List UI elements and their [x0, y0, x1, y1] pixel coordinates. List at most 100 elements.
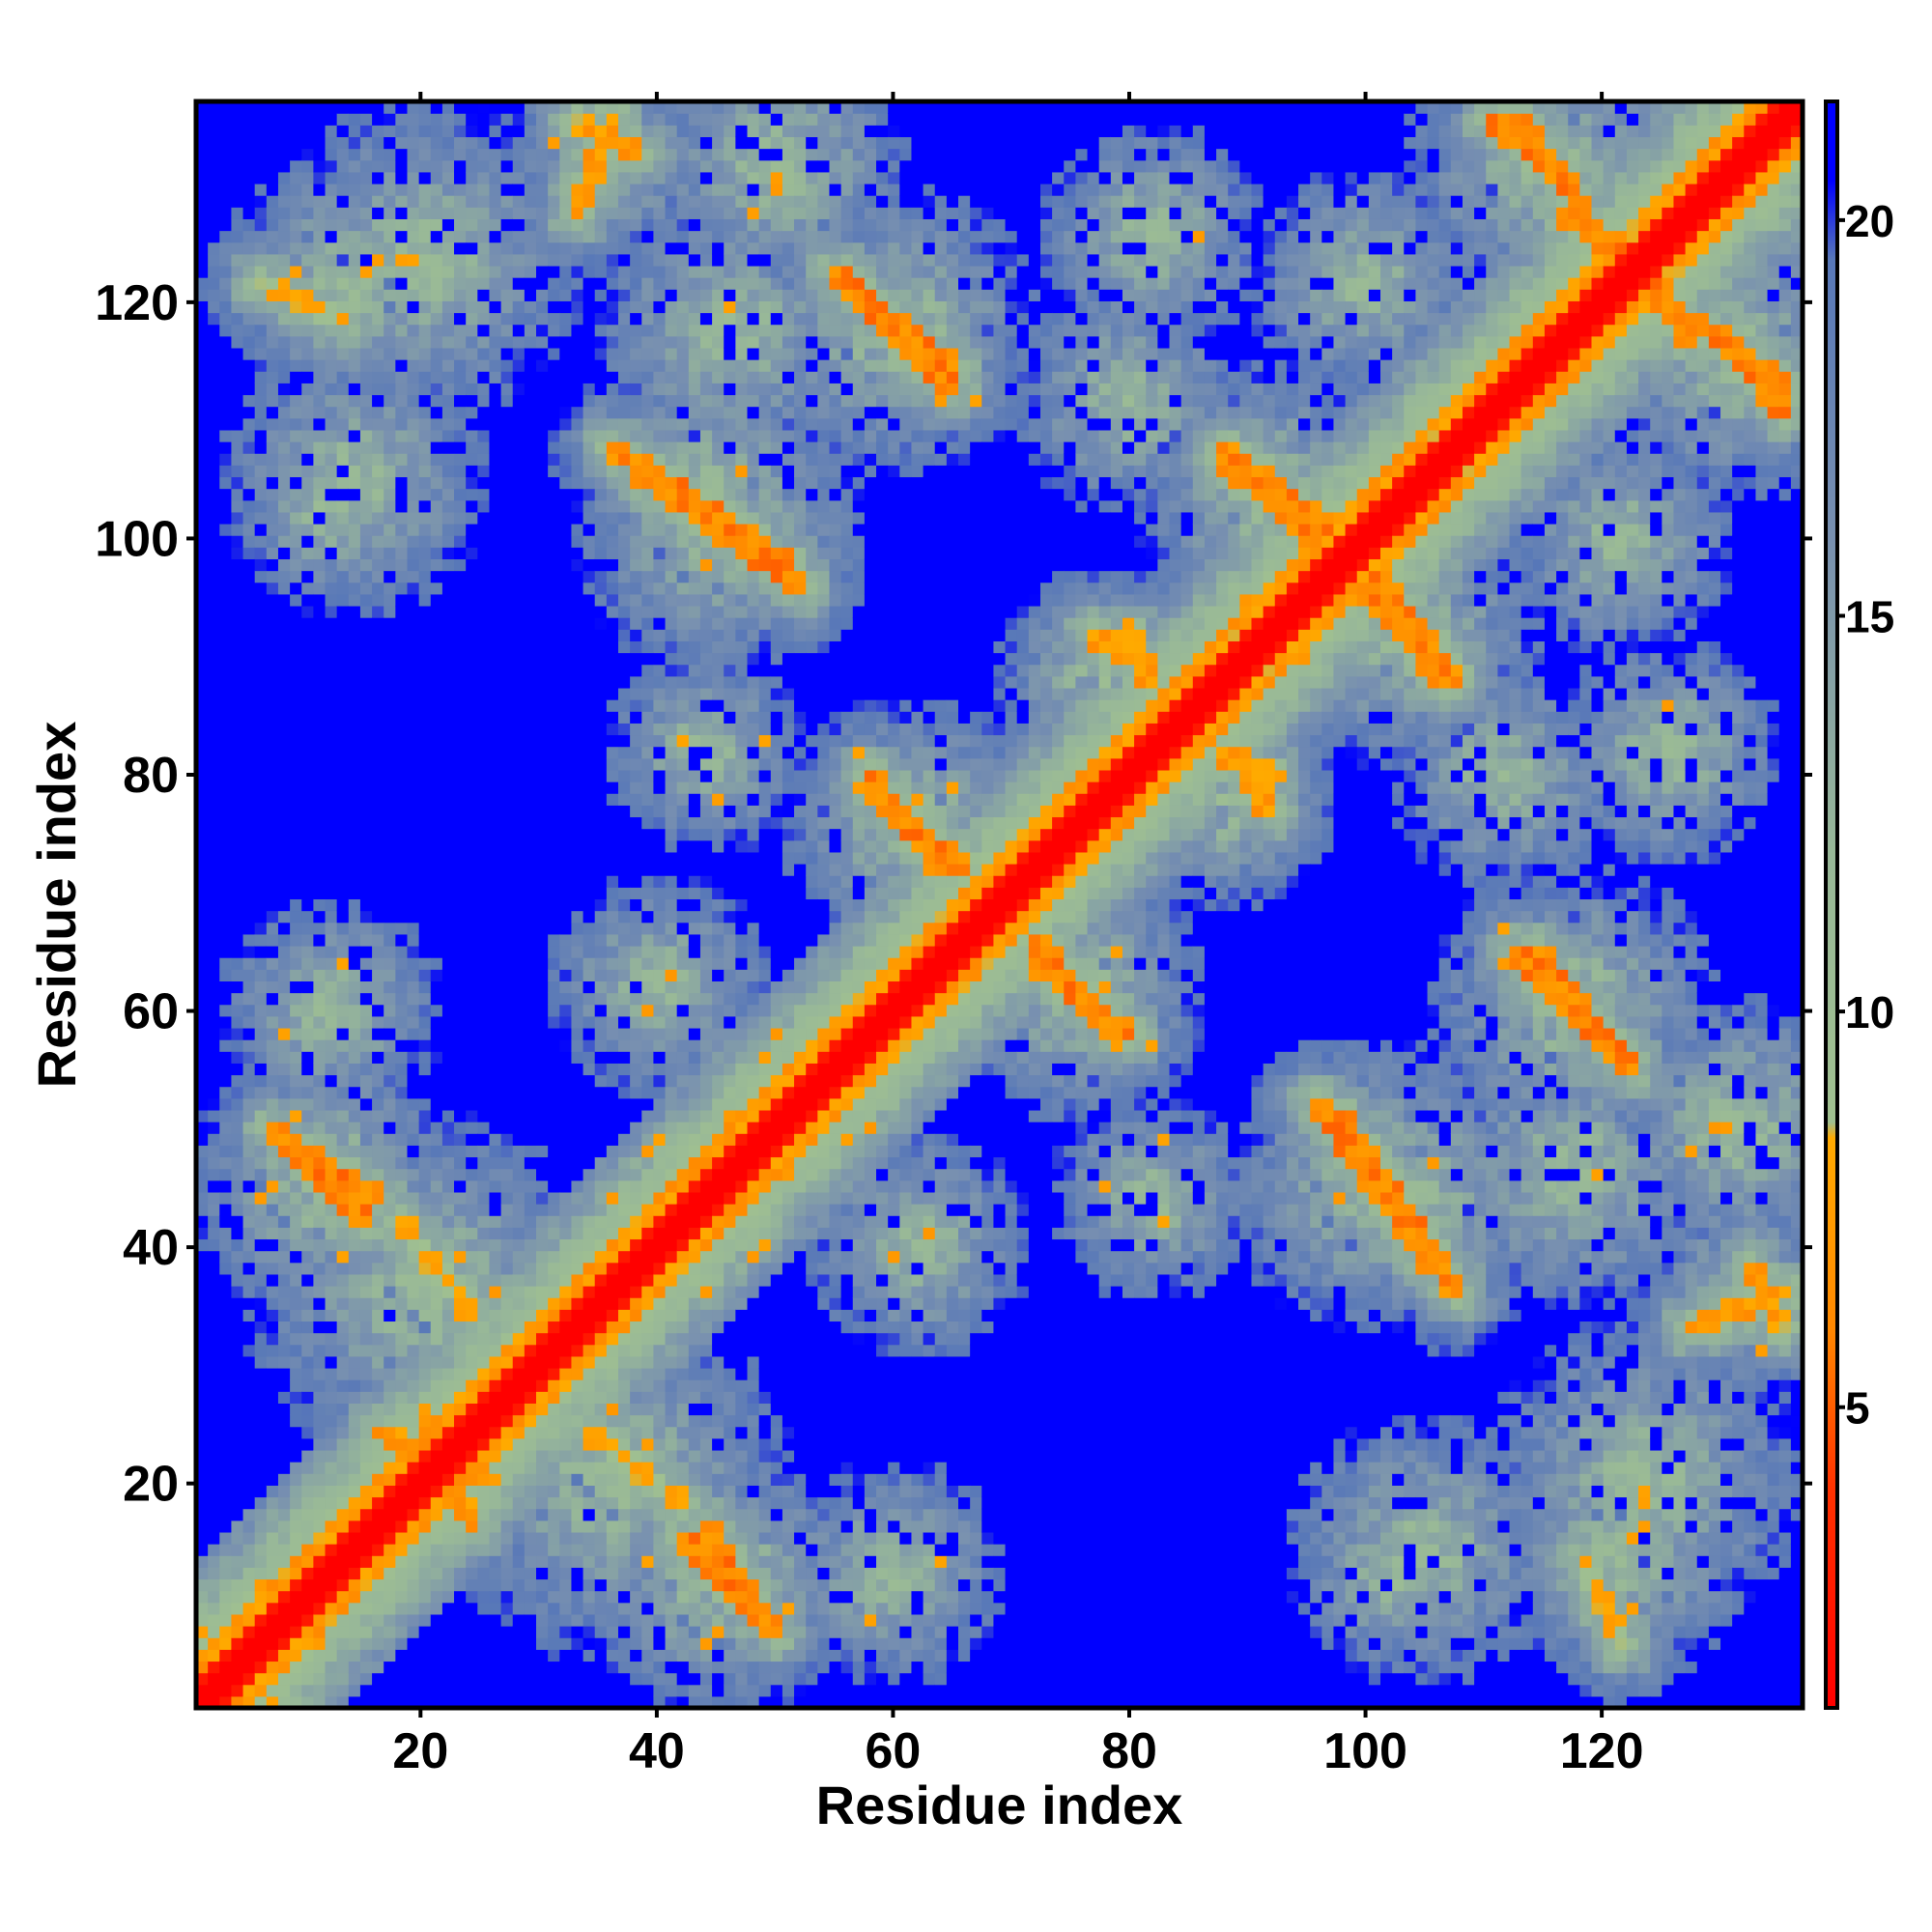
heatmap-cell [290, 1122, 302, 1134]
heatmap-cell [325, 535, 338, 548]
heatmap-cell [477, 113, 491, 126]
heatmap-cell [500, 253, 514, 267]
heatmap-cell [313, 1156, 327, 1170]
heatmap-cell [372, 828, 384, 841]
heatmap-cell [336, 1485, 350, 1498]
heatmap-cell [219, 1637, 233, 1650]
heatmap-cell [254, 1332, 268, 1346]
heatmap-cell [500, 488, 514, 501]
heatmap-cell [454, 312, 467, 326]
heatmap-cell [336, 406, 350, 419]
heatmap-cell [606, 230, 619, 243]
heatmap-cell [430, 1555, 443, 1568]
heatmap-cell [571, 1004, 584, 1017]
heatmap-cell [336, 488, 350, 501]
heatmap-cell [477, 675, 491, 689]
heatmap-cell [500, 195, 514, 208]
heatmap-cell [536, 1520, 549, 1533]
heatmap-cell [313, 441, 327, 454]
heatmap-cell [571, 605, 584, 618]
heatmap-cell [606, 1156, 619, 1170]
heatmap-cell [407, 1462, 420, 1474]
heatmap-cell [301, 1695, 314, 1709]
heatmap-cell [384, 535, 396, 548]
heatmap-cell [430, 417, 443, 431]
heatmap-cell [231, 1473, 244, 1486]
heatmap-cell [372, 1215, 384, 1228]
heatmap-cell [266, 1695, 279, 1709]
heatmap-cell [372, 1086, 384, 1099]
heatmap-cell [512, 125, 526, 138]
heatmap-cell [348, 723, 361, 736]
heatmap-cell [208, 441, 220, 454]
heatmap-cell [196, 429, 209, 442]
heatmap-cell [231, 1485, 244, 1498]
heatmap-cell [313, 265, 327, 278]
heatmap-cell [454, 265, 467, 278]
heatmap-cell [301, 265, 314, 278]
heatmap-cell [512, 195, 526, 208]
heatmap-cell [384, 1238, 396, 1252]
heatmap-cell [266, 652, 279, 666]
heatmap-cell [594, 617, 608, 630]
heatmap-cell [208, 1355, 220, 1369]
heatmap-cell [372, 535, 384, 548]
heatmap-cell [290, 113, 302, 126]
heatmap-cell [466, 922, 478, 935]
heatmap-cell [384, 465, 396, 478]
heatmap-cell [500, 359, 514, 372]
heatmap-cell [606, 289, 619, 301]
heatmap-cell [489, 1355, 502, 1369]
heatmap-cell [266, 1626, 279, 1638]
heatmap-cell [489, 1297, 502, 1310]
heatmap-cell [617, 1004, 631, 1017]
heatmap-cell [196, 1250, 209, 1264]
heatmap-cell [441, 1074, 455, 1088]
heatmap-cell [512, 1531, 526, 1545]
heatmap-cell [582, 793, 596, 806]
heatmap-cell [196, 347, 209, 360]
heatmap-cell [430, 335, 443, 349]
heatmap-cell [548, 1227, 560, 1240]
heatmap-cell [325, 207, 338, 219]
heatmap-cell [242, 125, 256, 138]
heatmap-cell [571, 793, 584, 806]
heatmap-cell [196, 816, 209, 830]
heatmap-cell [454, 1262, 467, 1275]
heatmap-cell [290, 793, 302, 806]
heatmap-cell [548, 511, 560, 525]
heatmap-cell [395, 1238, 409, 1252]
heatmap-cell [582, 406, 596, 419]
heatmap-cell [277, 1215, 291, 1228]
heatmap-cell [325, 1367, 338, 1380]
heatmap-cell [313, 828, 327, 841]
heatmap-cell [582, 230, 596, 243]
heatmap-cell [536, 582, 549, 595]
heatmap-cell [372, 1449, 384, 1463]
heatmap-cell [466, 476, 478, 490]
heatmap-cell [418, 1496, 432, 1510]
heatmap-cell [196, 1015, 209, 1029]
heatmap-cell [466, 1191, 478, 1205]
heatmap-cell [536, 1626, 549, 1638]
heatmap-cell [313, 101, 327, 114]
heatmap-cell [196, 453, 209, 466]
heatmap-cell [208, 230, 220, 243]
heatmap-cell [325, 1145, 338, 1158]
heatmap-cell [254, 253, 268, 267]
heatmap-cell [254, 1544, 268, 1556]
heatmap-cell [617, 1250, 631, 1264]
heatmap-cell [301, 1051, 314, 1064]
heatmap-cell [606, 1297, 619, 1310]
heatmap-cell [325, 406, 338, 419]
heatmap-cell [301, 148, 314, 161]
heatmap-cell [571, 945, 584, 958]
heatmap-cell [454, 1379, 467, 1392]
heatmap-cell [372, 218, 384, 232]
heatmap-cell [384, 945, 396, 958]
heatmap-cell [372, 371, 384, 384]
heatmap-cell [441, 230, 455, 243]
heatmap-cell [372, 652, 384, 666]
heatmap-cell [359, 1426, 373, 1439]
heatmap-cell [208, 101, 220, 114]
